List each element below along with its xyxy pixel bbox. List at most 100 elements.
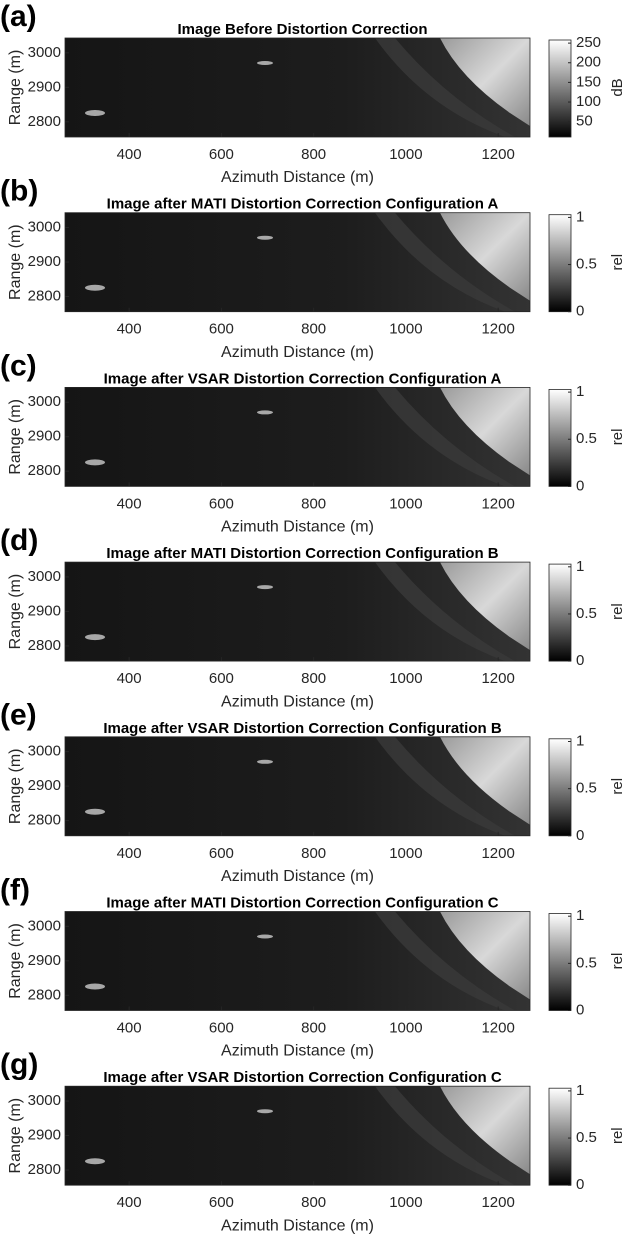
panel-label: (f) [0, 873, 30, 906]
colorbar-tick-label: 0.5 [576, 1129, 597, 1146]
chart-title: Image after VSAR Distortion Correction C… [103, 1069, 502, 1086]
colorbar-label: rel [609, 778, 626, 795]
y-tick-label: 3000 [28, 219, 61, 236]
colorbar-tick-label: 50 [576, 113, 593, 130]
y-tick-label: 2800 [28, 1161, 61, 1178]
image-land [440, 212, 530, 301]
colorbar [548, 1087, 572, 1186]
colorbar-tick-label: 1 [576, 732, 584, 749]
x-axis-label: Azimuth Distance (m) [221, 693, 374, 710]
panel-label: (b) [0, 175, 38, 208]
image-target [257, 585, 273, 590]
colorbar-tick-label: 1 [576, 1082, 584, 1099]
x-tick-label: 400 [117, 670, 142, 687]
y-tick-label: 2800 [28, 113, 61, 130]
colorbar-label: rel [609, 429, 626, 446]
colorbar-label: dB [609, 78, 626, 96]
colorbar-tick-label: 0 [576, 827, 584, 844]
image-shore [375, 387, 515, 487]
colorbar-tick-label: 0.5 [576, 256, 597, 273]
x-axis-label: Azimuth Distance (m) [221, 1043, 374, 1060]
image-target [257, 759, 273, 764]
x-tick-label: 400 [117, 321, 142, 338]
panel: (b) Image after MATI Distortion Correctio… [0, 175, 626, 361]
colorbar-tick-label: 1 [576, 208, 584, 225]
colorbar [548, 39, 572, 138]
y-axis-label: Range (m) [7, 399, 24, 475]
x-tick-label: 800 [301, 670, 326, 687]
panel: (c) Image after VSAR Distortion Correctio… [0, 349, 626, 535]
panel: (a) Image Before Distortion Correction 400… [0, 0, 626, 186]
panel: (f) Image after MATI Distortion Correctio… [0, 873, 626, 1059]
panel-label: (e) [0, 699, 37, 732]
colorbar-tick-label: 0.5 [576, 605, 597, 622]
image-land [440, 911, 530, 1000]
colorbar-tick-label: 0 [576, 477, 584, 494]
colorbar-tick-label: 0.5 [576, 954, 597, 971]
colorbar-label: rel [609, 1127, 626, 1144]
colorbar-tick-label: 200 [576, 54, 601, 71]
chart-title: Image after VSAR Distortion Correction C… [104, 370, 502, 387]
x-tick-label: 1000 [389, 146, 422, 163]
y-axis-label: Range (m) [7, 224, 24, 300]
colorbar-tick-label: 0 [576, 1001, 584, 1018]
colorbar [548, 913, 572, 1011]
y-axis-label: Range (m) [7, 574, 24, 650]
x-tick-label: 800 [301, 321, 326, 338]
panel: (g) Image after VSAR Distortion Correctio… [0, 1048, 626, 1234]
x-tick-label: 1200 [481, 845, 514, 862]
image-land [440, 736, 530, 825]
y-tick-label: 3000 [28, 743, 61, 760]
image-shore [375, 1086, 515, 1186]
x-tick-label: 800 [301, 1194, 326, 1211]
x-tick-label: 1200 [481, 321, 514, 338]
chart-title: Image Before Distortion Correction [177, 21, 427, 38]
colorbar [548, 214, 572, 313]
y-axis-label: Range (m) [7, 1098, 24, 1174]
y-tick-label: 2900 [28, 253, 61, 270]
y-tick-label: 2900 [28, 777, 61, 794]
colorbar [548, 738, 572, 837]
x-axis-label: Azimuth Distance (m) [221, 868, 374, 885]
x-tick-label: 800 [301, 146, 326, 163]
colorbar-tick-label: 1 [576, 558, 584, 575]
x-tick-label: 800 [301, 845, 326, 862]
x-tick-label: 400 [117, 146, 142, 163]
image-shore [375, 562, 515, 662]
x-tick-label: 600 [209, 495, 234, 512]
x-tick-label: 800 [301, 1019, 326, 1036]
image-land [440, 562, 530, 651]
x-tick-label: 1200 [481, 1194, 514, 1211]
x-axis-label: Azimuth Distance (m) [221, 344, 374, 361]
x-tick-label: 1000 [389, 1194, 422, 1211]
colorbar-tick-label: 250 [576, 34, 601, 51]
y-tick-label: 2800 [28, 462, 61, 479]
y-tick-label: 2800 [28, 986, 61, 1003]
colorbar-tick-label: 0 [576, 1176, 584, 1193]
colorbar-label: rel [609, 953, 626, 970]
image-shore [375, 736, 515, 836]
x-tick-label: 1000 [389, 321, 422, 338]
image-target [85, 983, 105, 990]
panel: (d) Image after MATI Distortion Correctio… [0, 524, 626, 710]
y-tick-label: 3000 [28, 44, 61, 61]
image-target [257, 934, 273, 939]
image-land [440, 387, 530, 476]
y-tick-label: 2900 [28, 1126, 61, 1143]
image-shore [375, 911, 515, 1011]
colorbar-tick-label: 1 [576, 383, 584, 400]
y-tick-label: 3000 [28, 568, 61, 585]
y-tick-label: 2900 [28, 428, 61, 445]
x-tick-label: 1200 [481, 495, 514, 512]
y-tick-label: 3000 [28, 1092, 61, 1109]
x-tick-label: 1000 [389, 845, 422, 862]
colorbar-label: rel [609, 254, 626, 271]
colorbar-tick-label: 1 [576, 907, 584, 924]
image-target [85, 284, 105, 291]
image-shore [375, 212, 515, 312]
x-tick-label: 400 [117, 845, 142, 862]
chart-title: Image after VSAR Distortion Correction C… [103, 720, 502, 737]
x-axis-label: Azimuth Distance (m) [221, 519, 374, 536]
image-target [257, 410, 273, 415]
chart-title: Image after MATI Distortion Correction C… [106, 545, 498, 562]
